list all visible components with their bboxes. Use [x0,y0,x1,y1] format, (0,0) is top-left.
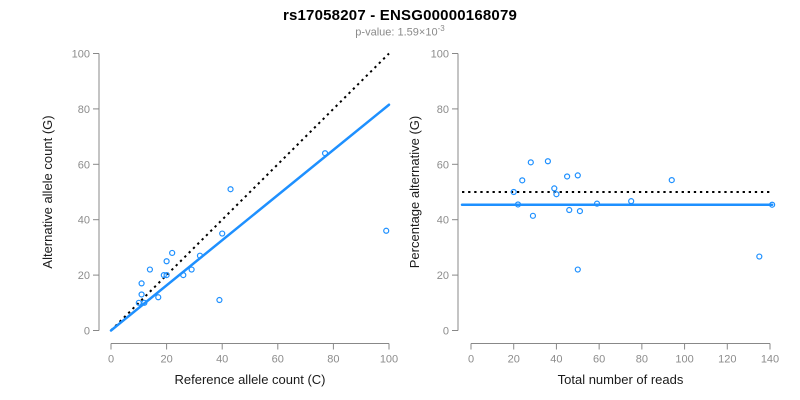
x-tick-label: 20 [160,354,172,366]
y-tick-label: 100 [72,49,90,61]
data-point [219,230,226,237]
y-axis-title: Alternative allele count (G) [40,115,55,268]
data-point [551,185,558,192]
data-point [544,158,551,165]
x-tick-label: 0 [108,354,114,366]
y-tick-label: 80 [437,104,449,116]
data-point [163,258,170,265]
y-tick-label: 20 [437,270,449,282]
plot-subtitle: p-value: 1.59×10-3 [0,24,800,39]
y-tick-label: 40 [78,215,90,227]
data-point [564,173,571,180]
data-point [566,206,573,214]
data-point [576,208,584,215]
y-tick-label: 80 [78,104,90,116]
data-point [169,249,176,257]
data-point [196,252,204,259]
y-tick-label: 60 [437,159,449,171]
y-tick-label: 0 [443,326,449,338]
x-tick-label: 140 [761,354,779,366]
fit-line [109,103,391,332]
data-point [574,266,581,273]
data-point [227,186,234,193]
y-tick-label: 60 [78,159,90,171]
x-tick-label: 100 [380,354,398,366]
pvalue-text: p-value: 1.59×10 [355,26,438,39]
y-tick-label: 0 [84,326,90,338]
x-axis-title: Total number of reads [558,372,684,387]
data-point [180,272,187,279]
x-tick-label: 0 [468,354,474,366]
x-tick-label: 60 [593,354,605,366]
data-point [553,191,560,198]
x-tick-label: 80 [636,354,648,366]
data-point [146,266,154,273]
x-tick-label: 120 [718,354,736,366]
data-point [138,291,145,298]
y-axis-title: Percentage alternative (G) [407,116,422,268]
data-point [163,272,170,279]
data-point [141,299,148,306]
pvalue-exponent: -3 [437,24,445,33]
data-point [160,272,167,279]
data-point [756,253,763,260]
plot-title: rs17058207 - ENSG00000168079 [282,7,518,24]
x-tick-label: 20 [508,354,520,366]
x-tick-label: 80 [327,354,339,366]
data-point [529,212,537,219]
data-point [769,201,776,208]
data-point [628,198,635,205]
data-point [216,296,223,304]
data-point [321,150,329,157]
data-point [593,200,601,207]
x-tick-label: 60 [272,354,284,366]
x-tick-label: 40 [550,354,562,366]
data-point [519,177,526,184]
panel-1: 0 20 40 60 80 100 0 20 40 60 80 100 Reference allele… [40,49,398,388]
data-point [574,172,581,179]
x-tick-label: 100 [675,354,693,366]
data-point [527,159,534,166]
data-point [188,266,195,273]
data-point [155,294,162,301]
x-axis-title: Reference allele count (C) [174,372,325,387]
data-point [668,176,675,184]
y-tick-label: 40 [437,215,449,227]
data-point [383,227,390,234]
y-tick-label: 100 [431,49,449,61]
data-point [510,188,517,196]
panel-2: 0 20 40 60 80 100 0 20 40 60 80 100 120 140 Total numb… [407,49,779,388]
y-tick-label: 20 [78,270,90,282]
identity-line [110,52,390,332]
x-tick-label: 40 [216,354,228,366]
data-point [138,280,145,287]
data-point [514,201,522,208]
